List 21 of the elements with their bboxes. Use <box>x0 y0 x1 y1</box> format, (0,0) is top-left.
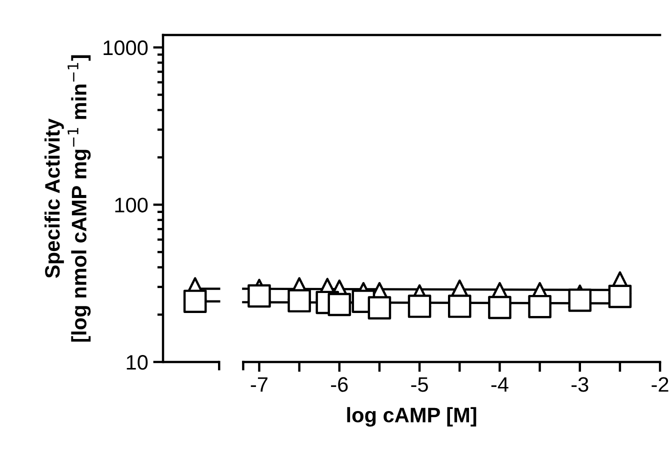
x-tick-label: -3 <box>572 377 588 392</box>
y-tick-label: 10 <box>126 354 148 370</box>
x-tick-label: -4 <box>491 377 508 392</box>
x-tick-label: -5 <box>411 377 428 392</box>
point <box>448 294 472 318</box>
point <box>568 288 592 312</box>
x-tick-label: -7 <box>250 377 268 392</box>
x-tick-label: -6 <box>331 377 348 392</box>
point <box>488 296 512 320</box>
point <box>288 289 311 312</box>
point <box>408 294 432 318</box>
point <box>368 296 392 320</box>
y-axis-title: Specific Activity [log nmol cAMP mg$^{−1}$ min$^{−1}$] <box>44 55 91 342</box>
point <box>528 294 552 318</box>
y-tick-label: 1000 <box>104 40 148 56</box>
y-tick-label: 100 <box>115 198 148 212</box>
point <box>183 290 207 313</box>
x-tick-label: -2 <box>652 377 668 392</box>
point <box>328 292 352 316</box>
x-axis-title: log cAMP [M] <box>347 407 476 427</box>
point <box>608 284 632 308</box>
